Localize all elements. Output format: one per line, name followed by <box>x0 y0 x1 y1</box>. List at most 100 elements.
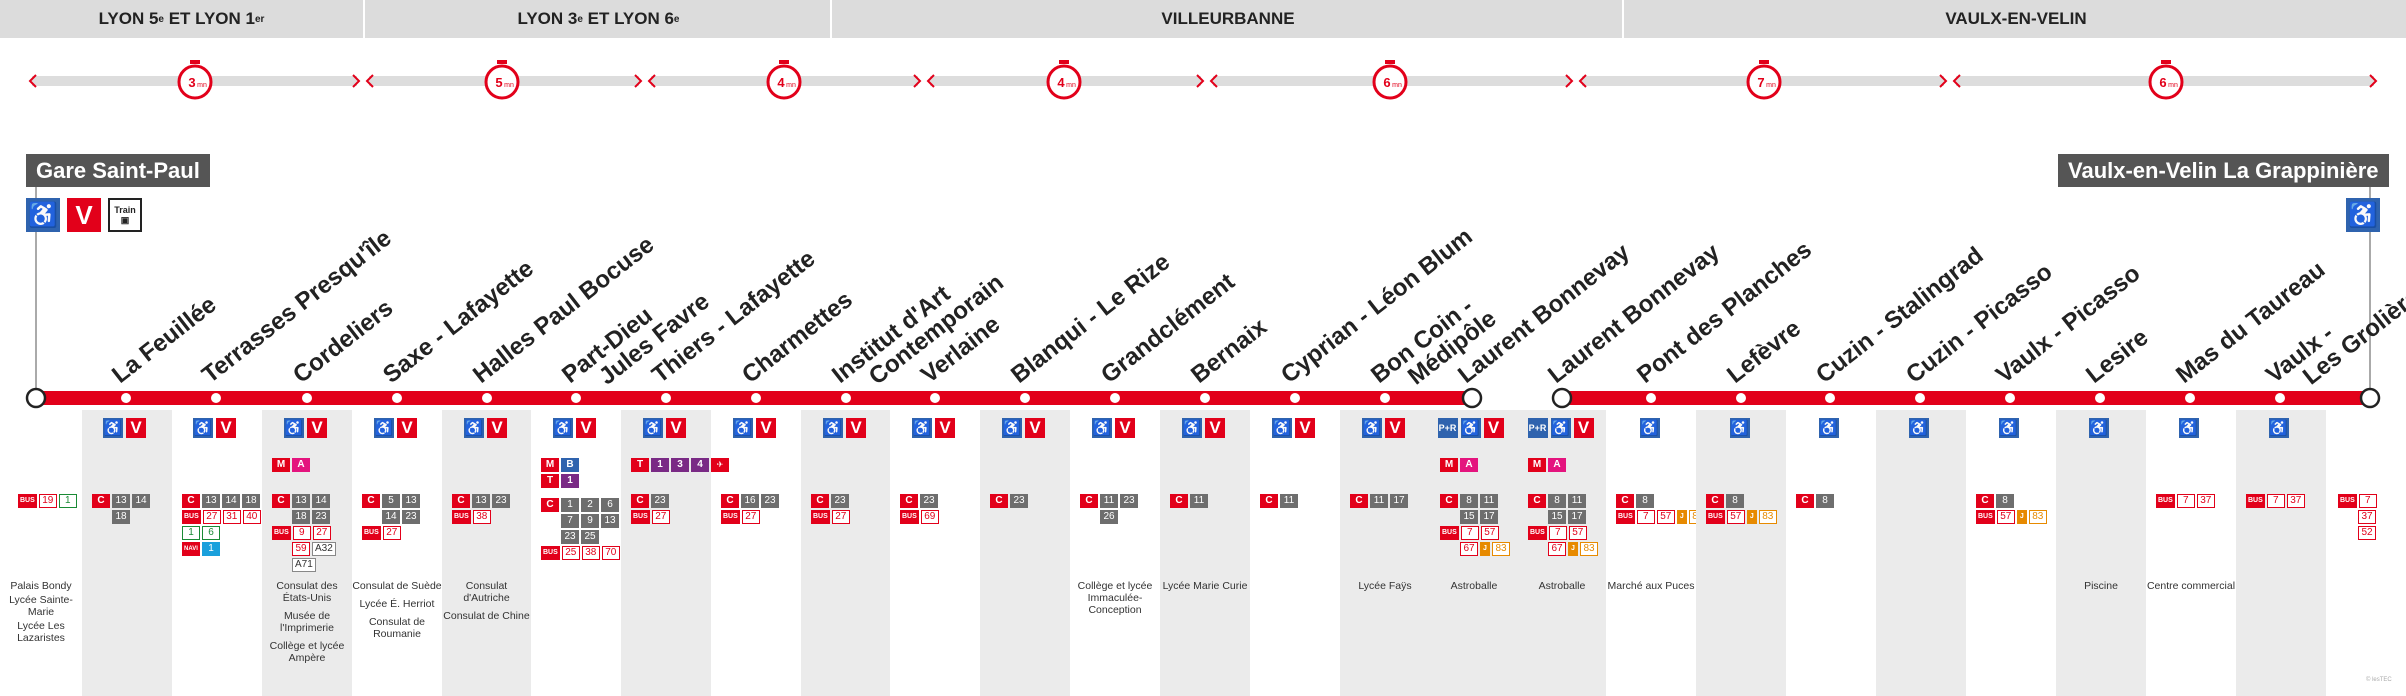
line-badge: 11 <box>1190 494 1208 508</box>
line-badge: 7 <box>1548 526 1567 540</box>
poi-label: Lycée Faÿs <box>1358 580 1412 592</box>
line-badge: 11 <box>1280 494 1298 508</box>
metro-badge: A <box>292 458 310 472</box>
chrono-badge: C <box>811 494 829 508</box>
poi-label: Lycée Marie Curie <box>1162 580 1248 592</box>
velov-icon: V <box>1025 418 1045 438</box>
bus-badge: BUS <box>721 510 740 524</box>
line-badge: 18 <box>242 494 260 508</box>
line-badge: 52 <box>2358 526 2376 540</box>
station-services: ♿ <box>1639 418 1660 438</box>
poi-label: Consulat d'Autriche <box>463 580 510 604</box>
poi-label: Consulat de Suède <box>352 580 442 592</box>
station-stop <box>1290 393 1300 403</box>
connection-lines: C 13 23 BUS 38 <box>452 494 510 524</box>
station-services: ♿ V <box>193 418 236 438</box>
station-services: ♿ V <box>1272 418 1315 438</box>
svg-text:6: 6 <box>1383 75 1390 90</box>
line-badge: 1 <box>182 526 200 540</box>
credit: © lesTEC <box>2366 677 2392 683</box>
velov-icon: V <box>935 418 955 438</box>
station-column <box>1696 410 1786 696</box>
station-name: Saxe - Lafayette <box>378 255 539 389</box>
line-badge: 7 <box>2266 494 2285 508</box>
points-of-interest: Collège et lycée Immaculée-Conception <box>1070 580 1160 622</box>
line-badge: 27 <box>382 526 401 540</box>
wheelchair-icon: ♿ <box>1550 418 1571 438</box>
bus-badge: BUS <box>1976 510 1995 524</box>
station-stop <box>571 393 581 403</box>
svg-text:mn: mn <box>1066 82 1076 89</box>
line-badge: 83 <box>1758 510 1777 524</box>
line-badge: 8 <box>1636 494 1654 508</box>
svg-text:6: 6 <box>2159 75 2166 90</box>
connection-lines: C1314C1823BUS927C59A32CA71 <box>272 494 336 572</box>
metro-badge: T <box>541 474 559 488</box>
station-stop <box>2275 393 2285 403</box>
line-badge: 13 <box>472 494 490 508</box>
terminus-right-label: Vaulx-en-Velin La Grappinière <box>2058 154 2389 187</box>
poi-label: Palais Bondy <box>10 580 72 592</box>
chrono-badge: C <box>900 494 918 508</box>
line-badge: 25 <box>561 546 580 560</box>
poi-label: Consulat de Chine <box>443 610 530 622</box>
line-badge: 14 <box>222 494 240 508</box>
chrono-badge: C <box>1706 494 1724 508</box>
metro-badge: 1 <box>561 474 579 488</box>
velov-icon: V <box>846 418 866 438</box>
navigone-badge: NAVI <box>182 542 200 556</box>
line-badge: 37 <box>2196 494 2215 508</box>
chrono-badge: C <box>1080 494 1098 508</box>
velov-icon: V <box>307 418 327 438</box>
chrono-badge: C <box>721 494 739 508</box>
bus-badge: BUS <box>2246 494 2265 508</box>
chrono-badge: C <box>452 494 470 508</box>
station-stop <box>1646 393 1656 403</box>
connection-lines: C 16 23 BUS 27 <box>721 494 779 524</box>
connection-lines: C1314C18 <box>92 494 150 524</box>
connection-lines: C 8 BUS 57 J 83 <box>1976 494 2047 524</box>
travel-time-clock: 6 mn <box>1372 60 1408 100</box>
line-badge: 15 <box>1460 510 1478 524</box>
bus-badge: BUS <box>362 526 381 540</box>
line-badge: 8 <box>1726 494 1744 508</box>
poi-label: Centre commercial <box>2146 580 2236 592</box>
bus-badge: BUS <box>900 510 919 524</box>
line-badge: 17 <box>1390 494 1408 508</box>
connection-lines: C 13 14 18 BUS 27 31 40 1 6 NAVI 1 <box>182 494 261 556</box>
line-badge: 38 <box>472 510 491 524</box>
travel-time-clock: 4 mn <box>1046 60 1082 100</box>
terminus-left-label: Gare Saint-Paul <box>26 154 210 187</box>
svg-text:5: 5 <box>495 75 502 90</box>
chrono-badge: C <box>1616 494 1634 508</box>
line-badge: 23 <box>831 494 849 508</box>
connection-lines: C 11 <box>1170 494 1208 508</box>
metro-badge: A <box>1548 458 1566 472</box>
line-badge: A71 <box>292 558 316 572</box>
station-services: ♿ <box>2088 418 2109 438</box>
junior-badge: J <box>1480 542 1490 556</box>
wheelchair-icon: ♿ <box>464 418 484 438</box>
line-badge: 13 <box>402 494 420 508</box>
chrono-badge: C <box>182 494 200 508</box>
bus-badge: BUS <box>541 546 560 560</box>
connection-lines: C513C1423BUS27 <box>362 494 420 540</box>
velov-icon: V <box>397 418 417 438</box>
connection-lines: C 11 17 <box>1350 494 1408 508</box>
station-services: ♿ V <box>1092 418 1135 438</box>
line-badge: 6 <box>202 526 220 540</box>
travel-time-clock: 6 mn <box>2148 60 2184 100</box>
line-badge: 67 <box>1460 542 1478 556</box>
svg-text:Cuzin - Stalingrad: Cuzin - Stalingrad <box>1811 242 1988 389</box>
points-of-interest: Marché aux Puces <box>1606 580 1696 598</box>
bus-badge: BUS <box>18 494 37 508</box>
station-name: Bernaix <box>1186 313 1273 389</box>
terminus-left-stop <box>25 387 47 409</box>
line-badge: 27 <box>831 510 850 524</box>
station-services: ♿ V <box>374 418 417 438</box>
line-badge: 23 <box>561 530 579 544</box>
poi-label: Consulat de Roumanie <box>368 616 426 640</box>
